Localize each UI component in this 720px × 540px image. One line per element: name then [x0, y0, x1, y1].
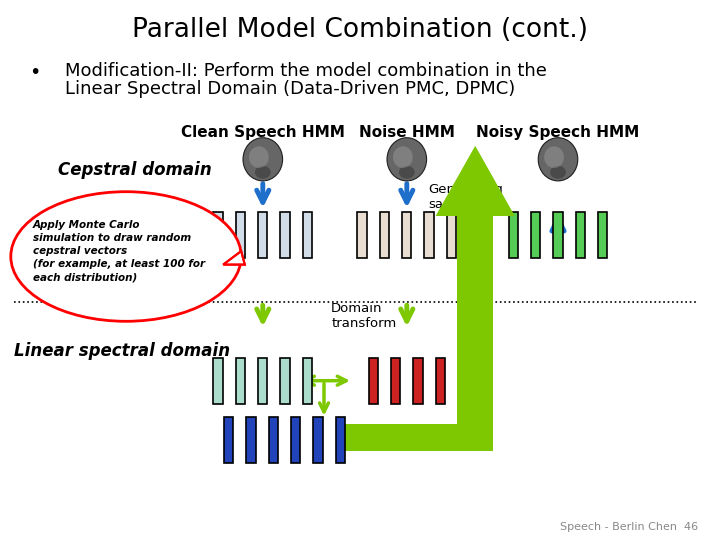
Ellipse shape: [243, 138, 283, 181]
Text: Modification-II: Perform the model combination in the: Modification-II: Perform the model combi…: [65, 62, 546, 80]
Text: Noise HMM: Noise HMM: [359, 125, 455, 140]
FancyBboxPatch shape: [213, 357, 223, 404]
Text: Clean Speech HMM: Clean Speech HMM: [181, 125, 345, 140]
FancyBboxPatch shape: [391, 357, 400, 404]
Text: Linear Spectral Domain (Data-Driven PMC, DPMC): Linear Spectral Domain (Data-Driven PMC,…: [65, 80, 515, 98]
FancyBboxPatch shape: [531, 212, 540, 258]
Polygon shape: [436, 146, 515, 216]
FancyBboxPatch shape: [446, 212, 456, 258]
FancyBboxPatch shape: [576, 212, 585, 258]
FancyBboxPatch shape: [380, 212, 389, 258]
Ellipse shape: [544, 146, 564, 168]
Polygon shape: [457, 302, 493, 443]
Text: Parallel Model Combination (cont.): Parallel Model Combination (cont.): [132, 17, 588, 43]
Ellipse shape: [249, 146, 269, 168]
FancyBboxPatch shape: [302, 212, 312, 258]
FancyBboxPatch shape: [313, 417, 323, 463]
Polygon shape: [342, 424, 493, 451]
FancyBboxPatch shape: [302, 357, 312, 404]
Text: Cepstral domain: Cepstral domain: [58, 161, 212, 179]
FancyBboxPatch shape: [246, 417, 256, 463]
Ellipse shape: [255, 166, 271, 179]
Text: Linear spectral domain: Linear spectral domain: [14, 342, 230, 360]
FancyBboxPatch shape: [424, 212, 433, 258]
FancyBboxPatch shape: [291, 417, 300, 463]
Polygon shape: [457, 216, 493, 302]
FancyBboxPatch shape: [269, 417, 278, 463]
FancyBboxPatch shape: [258, 212, 268, 258]
Ellipse shape: [399, 166, 415, 179]
Text: Generating
samples: Generating samples: [428, 183, 503, 211]
FancyBboxPatch shape: [553, 212, 563, 258]
Text: Apply Monte Carlo
simulation to draw random
cepstral vectors
(for example, at le: Apply Monte Carlo simulation to draw ran…: [32, 220, 205, 282]
Text: Speech - Berlin Chen  46: Speech - Berlin Chen 46: [560, 522, 698, 532]
Ellipse shape: [387, 138, 426, 181]
FancyBboxPatch shape: [236, 357, 245, 404]
Polygon shape: [223, 251, 245, 265]
FancyBboxPatch shape: [236, 212, 245, 258]
Ellipse shape: [11, 192, 241, 321]
FancyBboxPatch shape: [213, 212, 223, 258]
FancyBboxPatch shape: [258, 357, 268, 404]
Text: •: •: [29, 63, 40, 83]
FancyBboxPatch shape: [436, 357, 445, 404]
FancyBboxPatch shape: [280, 357, 289, 404]
Text: Domain
transform: Domain transform: [331, 302, 397, 330]
Ellipse shape: [550, 166, 566, 179]
Ellipse shape: [393, 146, 413, 168]
FancyBboxPatch shape: [508, 212, 518, 258]
FancyBboxPatch shape: [369, 357, 378, 404]
FancyBboxPatch shape: [413, 357, 423, 404]
FancyBboxPatch shape: [598, 212, 608, 258]
Text: Noisy Speech HMM: Noisy Speech HMM: [477, 125, 639, 140]
FancyBboxPatch shape: [336, 417, 345, 463]
FancyBboxPatch shape: [280, 212, 289, 258]
Ellipse shape: [539, 138, 577, 181]
FancyBboxPatch shape: [224, 417, 233, 463]
FancyBboxPatch shape: [357, 212, 366, 258]
FancyBboxPatch shape: [402, 212, 412, 258]
